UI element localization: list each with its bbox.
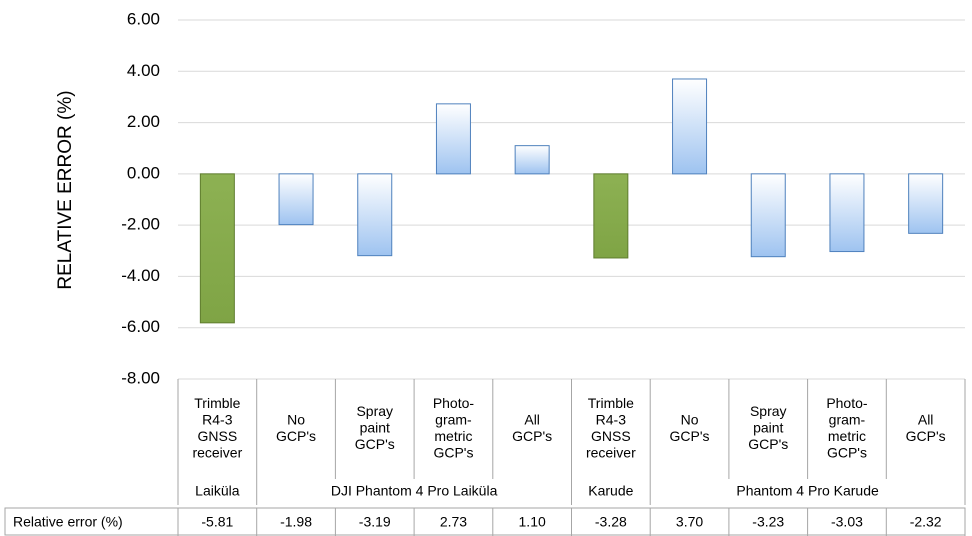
x-tick-label: receiver xyxy=(192,444,242,460)
x-tick-label: GCP's xyxy=(827,444,867,460)
table-value: -2.32 xyxy=(910,514,942,530)
x-tick-label: R4-3 xyxy=(202,411,233,427)
bar xyxy=(199,173,235,324)
table-value: 2.73 xyxy=(440,514,467,530)
x-tick-label: metric xyxy=(828,428,866,444)
x-tick-label: No xyxy=(287,411,305,427)
y-tick-label: -8.00 xyxy=(121,368,160,387)
bar xyxy=(435,103,471,175)
bar xyxy=(514,145,550,175)
group-label: Laiküla xyxy=(195,483,240,499)
x-tick-label: Trimble xyxy=(588,395,634,411)
group-label: Phantom 4 Pro Karude xyxy=(736,483,879,499)
y-axis-label: RELATIVE ERROR (%) xyxy=(55,90,76,289)
x-tick-label: GNSS xyxy=(591,428,631,444)
x-tick-label: Trimble xyxy=(194,395,240,411)
x-tick-label: paint xyxy=(360,420,390,436)
x-tick-label: GCP's xyxy=(670,428,710,444)
x-tick-label: receiver xyxy=(586,444,636,460)
x-tick-label: Photo- xyxy=(826,395,868,411)
y-tick-label: 4.00 xyxy=(127,61,160,80)
bar xyxy=(672,78,708,175)
group-label: Karude xyxy=(588,483,633,499)
x-tick-label: GCP's xyxy=(748,436,788,452)
table-row-label: Relative error (%) xyxy=(13,514,123,530)
y-tick-label: 0.00 xyxy=(127,163,160,182)
bar xyxy=(908,173,944,234)
data-table-border xyxy=(4,507,966,536)
x-tick-label: R4-3 xyxy=(596,411,627,427)
bar xyxy=(829,173,865,253)
x-tick-label: gram- xyxy=(435,411,472,427)
bar xyxy=(357,173,393,257)
table-value: -3.28 xyxy=(595,514,627,530)
x-tick-label: GCP's xyxy=(906,428,946,444)
table-value: -3.19 xyxy=(359,514,391,530)
x-tick-label: Spray xyxy=(750,403,787,419)
bar xyxy=(278,173,314,226)
x-tick-label: GCP's xyxy=(355,436,395,452)
bar xyxy=(750,173,786,258)
table-value: -5.81 xyxy=(201,514,233,530)
y-tick-label: -4.00 xyxy=(121,266,160,285)
table-value: 3.70 xyxy=(676,514,703,530)
table-value: -3.03 xyxy=(831,514,863,530)
x-tick-label: gram- xyxy=(829,411,866,427)
x-tick-label: All xyxy=(524,411,540,427)
group-label: DJI Phantom 4 Pro Laiküla xyxy=(331,483,498,499)
x-tick-label: GNSS xyxy=(198,428,238,444)
x-tick-label: Spray xyxy=(356,403,393,419)
y-tick-label: 6.00 xyxy=(127,9,160,28)
table-value: -3.23 xyxy=(752,514,784,530)
table-value: -1.98 xyxy=(280,514,312,530)
x-tick-label: GCP's xyxy=(276,428,316,444)
x-tick-label: All xyxy=(918,411,934,427)
table-value: 1.10 xyxy=(519,514,546,530)
x-tick-label: paint xyxy=(753,420,783,436)
y-tick-label: -6.00 xyxy=(121,317,160,336)
x-tick-label: GCP's xyxy=(512,428,552,444)
y-tick-label: 2.00 xyxy=(127,112,160,131)
x-tick-label: No xyxy=(681,411,699,427)
bar xyxy=(593,173,629,259)
x-tick-label: GCP's xyxy=(433,444,473,460)
x-tick-label: metric xyxy=(434,428,472,444)
y-tick-label: -2.00 xyxy=(121,215,160,234)
x-tick-label: Photo- xyxy=(433,395,475,411)
